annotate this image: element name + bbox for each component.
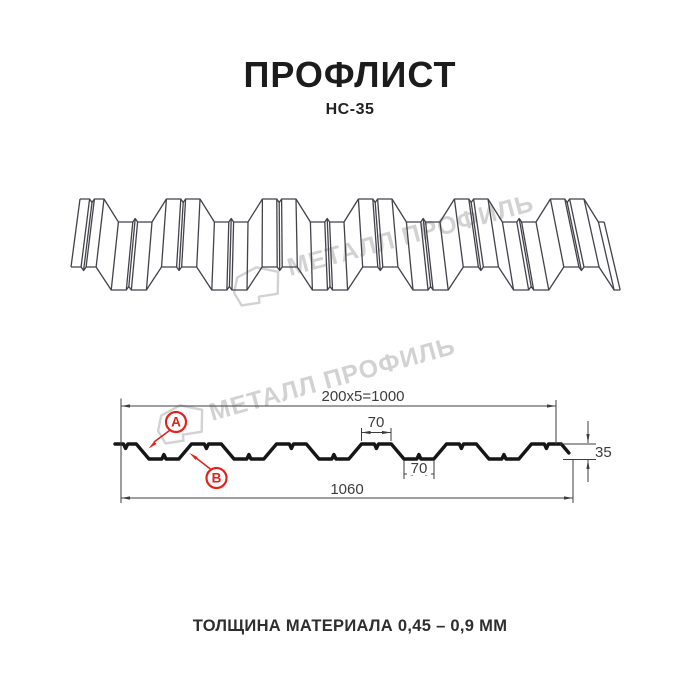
rib-line (549, 198, 565, 268)
rib-line (357, 198, 364, 268)
rib-line (468, 198, 479, 268)
callout-b: B (189, 453, 228, 490)
callout-a-arrow (153, 429, 170, 443)
rib-line (160, 198, 168, 268)
dimension-arrow (547, 404, 556, 408)
rib-line (470, 202, 482, 271)
dimension-arrow (121, 496, 130, 500)
rib-line (295, 198, 298, 268)
dimension-arrow (382, 430, 391, 435)
rib-line (453, 198, 464, 268)
rib-line (568, 198, 585, 268)
rib-line (343, 221, 349, 291)
rib-line (391, 198, 399, 268)
callout-a-arrowhead (148, 441, 157, 449)
profile-cross-section (113, 442, 571, 461)
rib-line (501, 221, 515, 291)
rib-line (228, 218, 232, 287)
callout-a-circle (164, 410, 188, 434)
rib-line (180, 198, 187, 268)
sheet-front-edge (71, 266, 621, 291)
brand-logo-icon (156, 404, 204, 445)
dim-profile-height: 35 (595, 444, 612, 461)
rib-line (145, 221, 153, 291)
rib-line (520, 221, 535, 291)
watermark-bottom: МЕТАЛЛ ПРОФИЛЬ (156, 332, 459, 445)
rib-line (82, 202, 93, 271)
rib-line (439, 221, 449, 291)
rib-line (211, 221, 216, 291)
rib-line (324, 221, 329, 291)
rib-line (603, 221, 621, 291)
rib-line (125, 221, 134, 291)
dimension-arrow (586, 434, 590, 443)
dimension-arrow (564, 496, 573, 500)
rib-line (518, 218, 532, 287)
rib-line (487, 198, 500, 268)
dim-overall-width: 1060 (330, 481, 363, 498)
rib-line (535, 221, 550, 291)
rib-line (597, 221, 615, 291)
rib-line (309, 221, 314, 291)
callout-a: A (148, 410, 188, 449)
callout-a-label: A (171, 415, 181, 430)
rib-line (80, 198, 91, 268)
rib-line (376, 198, 384, 268)
rib-line (110, 221, 120, 291)
rib-line (231, 221, 235, 291)
rib-line (196, 198, 201, 268)
rib-line (422, 218, 432, 287)
rib-line (420, 221, 429, 291)
rib-line (372, 198, 379, 268)
rib-line (70, 198, 81, 268)
callout-b-arrowhead (189, 453, 198, 460)
label-backplate (407, 462, 431, 475)
rib-line (95, 198, 105, 268)
rib-line (128, 218, 136, 287)
rib-line (326, 218, 331, 287)
dimension-arrow (361, 430, 371, 435)
dim-working-width: 200x5=1000 (322, 388, 405, 405)
rib-line (405, 221, 414, 291)
rib-line (278, 202, 281, 271)
rib-line (328, 221, 334, 291)
rib-line (374, 202, 381, 271)
rib-line (280, 198, 283, 268)
callout-b-label: B (212, 471, 222, 486)
rib-line (583, 198, 600, 268)
dim-top-flange-width: 70 (368, 414, 385, 431)
dim-bottom-flange-width: 70 (411, 460, 428, 477)
rib-line (566, 202, 583, 271)
brand-logo-icon (232, 266, 280, 307)
callout-b-arrow (195, 456, 212, 471)
cross-section-profile-line (113, 442, 571, 461)
rib-line (175, 198, 182, 268)
watermark-top: МЕТАЛЛ ПРОФИЛЬ (232, 189, 537, 307)
callout-b-circle (205, 466, 228, 490)
profile-model-label: НС-35 (325, 101, 375, 118)
rib-line (516, 221, 530, 291)
rib-line (472, 198, 485, 268)
rib-line (85, 198, 96, 268)
watermark-text: МЕТАЛЛ ПРОФИЛЬ (206, 332, 458, 427)
rib-line (130, 221, 139, 291)
profile-3d-view (70, 198, 621, 291)
rib-line (178, 202, 184, 271)
dimension-arrow (121, 404, 130, 408)
rib-line (226, 221, 230, 291)
material-thickness-note: ТОЛЩИНА МАТЕРИАЛА 0,45 – 0,9 ММ (192, 617, 508, 635)
dimension-arrow (586, 460, 590, 469)
rib-line (424, 221, 434, 291)
rib-line (564, 198, 580, 268)
page-title: ПРОФЛИСТ (243, 54, 457, 95)
rib-line (246, 221, 249, 291)
